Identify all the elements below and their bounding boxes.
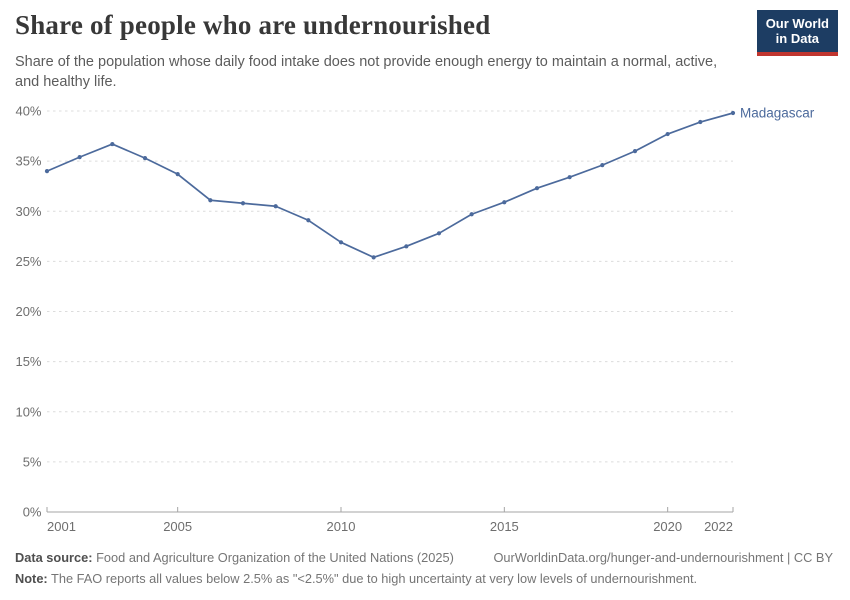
y-axis-tick-label: 15% bbox=[15, 354, 41, 369]
data-point[interactable] bbox=[208, 198, 213, 203]
data-point[interactable] bbox=[77, 155, 82, 160]
chart-footer: Data source: Food and Agriculture Organi… bbox=[15, 548, 833, 589]
y-axis-tick-label: 20% bbox=[15, 304, 41, 319]
series-end-label[interactable]: Madagascar bbox=[740, 106, 815, 121]
data-point[interactable] bbox=[502, 200, 507, 205]
data-point[interactable] bbox=[175, 172, 180, 177]
data-point[interactable] bbox=[142, 156, 148, 161]
y-axis-tick-label: 30% bbox=[15, 204, 41, 219]
y-axis-tick-label: 10% bbox=[15, 404, 41, 419]
data-point[interactable] bbox=[273, 204, 278, 209]
data-point[interactable] bbox=[567, 175, 572, 180]
y-axis-tick-label: 25% bbox=[15, 254, 41, 269]
data-source-line: Data source: Food and Agriculture Organi… bbox=[15, 548, 454, 569]
x-axis-tick-label: 2020 bbox=[653, 519, 682, 534]
attribution-link[interactable]: OurWorldinData.org/hunger-and-undernouri… bbox=[493, 550, 833, 565]
x-axis-tick-label: 2022 bbox=[704, 519, 733, 534]
x-axis-tick-label: 2005 bbox=[163, 519, 192, 534]
chart-subtitle: Share of the population whose daily food… bbox=[15, 54, 718, 91]
page-title: Share of people who are undernourished bbox=[15, 10, 491, 40]
line-series[interactable] bbox=[46, 112, 734, 259]
owid-logo-line1: Our World bbox=[765, 16, 829, 31]
x-axis-tick-label: 2010 bbox=[327, 519, 356, 534]
data-point[interactable] bbox=[632, 149, 638, 154]
y-axis-tick-label: 0% bbox=[23, 505, 42, 520]
data-point[interactable] bbox=[730, 110, 736, 116]
owid-logo[interactable]: Our World in Data bbox=[756, 10, 838, 56]
y-axis-tick-label: 35% bbox=[15, 154, 41, 169]
data-point[interactable] bbox=[44, 169, 50, 174]
note-text: The FAO reports all values below 2.5% as… bbox=[51, 570, 698, 586]
data-point[interactable] bbox=[436, 231, 442, 236]
y-axis-tick-label: 40% bbox=[15, 104, 41, 119]
data-point[interactable] bbox=[338, 240, 344, 245]
y-axis-tick-label: 5% bbox=[23, 454, 42, 469]
data-point[interactable] bbox=[698, 119, 703, 125]
data-source-label: Data source: bbox=[15, 550, 93, 565]
data-point[interactable] bbox=[600, 163, 605, 168]
data-point[interactable] bbox=[240, 201, 246, 206]
data-point[interactable] bbox=[110, 141, 115, 147]
data-point[interactable] bbox=[534, 186, 540, 191]
data-point[interactable] bbox=[404, 244, 409, 249]
data-point[interactable] bbox=[371, 255, 376, 260]
line-chart[interactable]: 0% 5% 10% 15% 20% 25% 30% 35% 40% 2001 2005 2010 201… bbox=[0, 95, 850, 545]
data-point[interactable] bbox=[306, 218, 311, 223]
x-axis-tick-label: 2015 bbox=[490, 519, 519, 534]
note-label: Note: bbox=[15, 570, 48, 586]
x-axis-tick-label: 2001 bbox=[47, 519, 76, 534]
owid-logo-line2: in Data bbox=[775, 31, 820, 47]
data-point[interactable] bbox=[469, 212, 474, 217]
data-point[interactable] bbox=[665, 131, 670, 137]
data-source-text: Food and Agriculture Organization of the… bbox=[96, 550, 454, 565]
